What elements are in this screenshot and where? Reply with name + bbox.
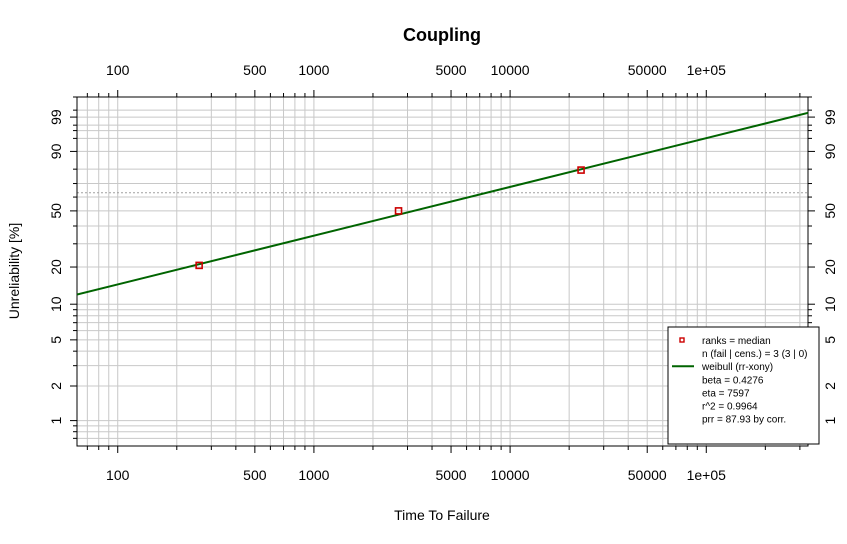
legend-entry: n (fail | cens.) = 3 (3 | 0) [702,349,808,360]
weibull-fit-line [77,111,808,296]
y-tick-label-left: 2 [48,382,64,390]
x-tick-label-top: 10000 [491,62,530,78]
x-tick-label-bottom: 500 [243,467,267,483]
data-point [394,207,403,215]
x-tick-label-top: 100 [106,62,130,78]
y-tick-label-right: 2 [822,382,838,390]
y-tick-label-left: 50 [48,203,64,219]
y-tick-label-right: 10 [822,296,838,312]
legend-entry: ranks = median [702,336,771,347]
x-tick-label-top: 50000 [628,62,667,78]
data-point [195,261,203,270]
axes-layer: 100 100 500 500 1000 1000 5000 5000 10000 10000 50… [48,62,838,483]
y-tick-label-left: 5 [48,336,64,344]
legend-entry: beta = 0.4276 [702,375,764,386]
x-tick-label-bottom: 1e+05 [687,467,727,483]
legend-entry: r^2 = 0.9964 [702,402,758,413]
y-tick-label-right: 5 [822,336,838,344]
x-tick-label-bottom: 1000 [298,467,329,483]
y-tick-label-left: 99 [48,109,64,125]
x-tick-label-bottom: 50000 [628,467,667,483]
legend-entry: prr = 87.93 by corr. [702,415,786,426]
y-tick-label-right: 20 [822,259,838,275]
legend-entry: weibull (rr-xony) [701,362,773,373]
y-tick-label-left: 1 [48,416,64,424]
data-layer [77,111,808,296]
legend-entry: eta = 7597 [702,388,750,399]
y-axis-label: Unreliability [%] [6,223,22,319]
x-tick-label-bottom: 10000 [491,467,530,483]
x-axis-label: Time To Failure [394,507,490,523]
y-tick-label-left: 10 [48,296,64,312]
y-tick-label-left: 20 [48,259,64,275]
y-tick-label-left: 90 [48,143,64,159]
x-tick-label-top: 1e+05 [687,62,727,78]
y-tick-label-right: 99 [822,109,838,125]
data-point [577,166,585,174]
y-tick-label-right: 1 [822,416,838,424]
y-tick-label-right: 50 [822,203,838,219]
x-tick-label-top: 5000 [435,62,466,78]
x-tick-label-bottom: 100 [106,467,130,483]
plot-border [76,96,809,447]
legend-point-marker [679,337,685,343]
legend-box [667,326,820,445]
x-tick-label-bottom: 5000 [435,467,466,483]
chart-title: Coupling [403,25,481,45]
x-tick-label-top: 500 [243,62,267,78]
x-tick-label-top: 1000 [298,62,329,78]
legend: ranks = median n (fail | cens.) = 3 (3 | … [667,326,820,445]
y-tick-label-right: 90 [822,143,838,159]
